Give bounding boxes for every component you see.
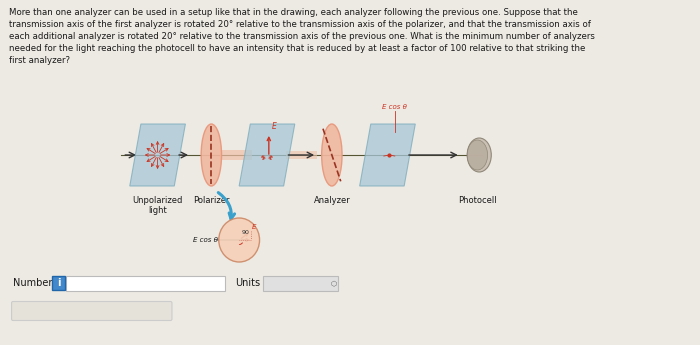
Text: Photocell: Photocell <box>458 196 497 205</box>
FancyBboxPatch shape <box>262 276 338 290</box>
FancyBboxPatch shape <box>12 302 172 321</box>
Text: Polarizer: Polarizer <box>193 196 230 205</box>
Ellipse shape <box>467 140 488 170</box>
Text: E: E <box>272 122 276 131</box>
Polygon shape <box>286 151 317 159</box>
Text: Units: Units <box>235 278 260 288</box>
Ellipse shape <box>201 124 221 186</box>
Text: Unpolarized
light: Unpolarized light <box>132 196 183 215</box>
FancyBboxPatch shape <box>52 276 65 289</box>
Text: ⬡: ⬡ <box>330 280 337 286</box>
Text: E cos θ: E cos θ <box>193 237 218 243</box>
Text: More than one analyzer can be used in a setup like that in the drawing, each ana: More than one analyzer can be used in a … <box>9 8 595 65</box>
Text: 90: 90 <box>242 230 250 235</box>
Text: i: i <box>57 278 61 288</box>
FancyBboxPatch shape <box>66 276 225 290</box>
Text: E cos θ: E cos θ <box>382 104 407 110</box>
Polygon shape <box>220 150 252 160</box>
Polygon shape <box>130 124 186 186</box>
Polygon shape <box>239 124 295 186</box>
Text: Analyzer: Analyzer <box>314 196 350 205</box>
Ellipse shape <box>322 124 342 186</box>
Ellipse shape <box>467 138 491 172</box>
Polygon shape <box>360 124 415 186</box>
Text: Number: Number <box>13 278 52 288</box>
Text: E: E <box>252 224 257 230</box>
Circle shape <box>219 218 260 262</box>
Text: eTextbook and Media: eTextbook and Media <box>18 306 122 316</box>
